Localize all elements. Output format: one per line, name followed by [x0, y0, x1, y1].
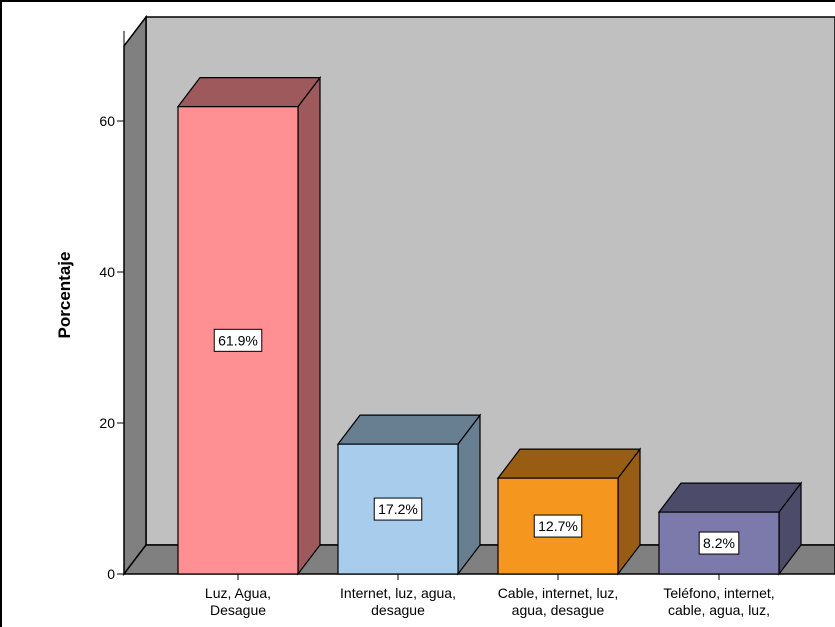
- bar-group: 12.7%: [496, 447, 642, 576]
- x-axis-labels: Luz, Agua, Desague Internet, luz, agua, des…: [205, 574, 775, 618]
- data-label-box: [373, 497, 423, 521]
- bar-group: 17.2%: [336, 413, 482, 576]
- category-label: Luz, Agua, Desague: [205, 585, 271, 618]
- category-label-line: Teléfono, internet,: [663, 585, 774, 601]
- data-label: 12.7%: [538, 518, 578, 534]
- bar-side: [297, 75, 321, 576]
- y-tick-label: 60: [99, 113, 115, 129]
- bar-top: [176, 77, 322, 108]
- data-label: 61.9%: [218, 332, 258, 348]
- data-label-box: [213, 328, 263, 352]
- category-label-line: agua, desague: [512, 602, 605, 618]
- bar: [337, 443, 459, 575]
- bar-top: [336, 414, 482, 445]
- bar-top: [657, 482, 803, 513]
- category-label-line: cable, agua, luz,: [668, 602, 770, 618]
- side-wall: [123, 14, 147, 577]
- bar-group: 8.2%: [657, 481, 803, 576]
- category-label-line: Desague: [210, 602, 266, 618]
- data-label-box: [698, 531, 740, 555]
- category-label-line: Internet, luz, agua,: [340, 585, 456, 601]
- category-label-line: Luz, Agua,: [205, 585, 271, 601]
- y-tick-label: 40: [99, 264, 115, 280]
- y-axis: 0 20 40 60: [99, 30, 125, 582]
- bar-group: 61.9%: [176, 75, 322, 576]
- bars: 61.9% 17.2% 12.7% 8.2%: [176, 75, 803, 576]
- category-label-line: Cable, internet, luz,: [498, 585, 619, 601]
- category-label: Cable, internet, luz, agua, desague: [498, 585, 619, 618]
- data-label: 8.2%: [703, 535, 735, 551]
- category-label: Teléfono, internet, cable, agua, luz,: [663, 585, 774, 618]
- y-tick-label: 0: [107, 566, 115, 582]
- bar-top: [496, 448, 642, 479]
- category-label-line: desague: [371, 602, 425, 618]
- data-label: 17.2%: [378, 501, 418, 517]
- y-axis-title: Porcentaje: [55, 252, 74, 339]
- category-label: Internet, luz, agua, desague: [340, 585, 456, 618]
- data-label-box: [533, 514, 583, 538]
- y-tick-label: 20: [99, 415, 115, 431]
